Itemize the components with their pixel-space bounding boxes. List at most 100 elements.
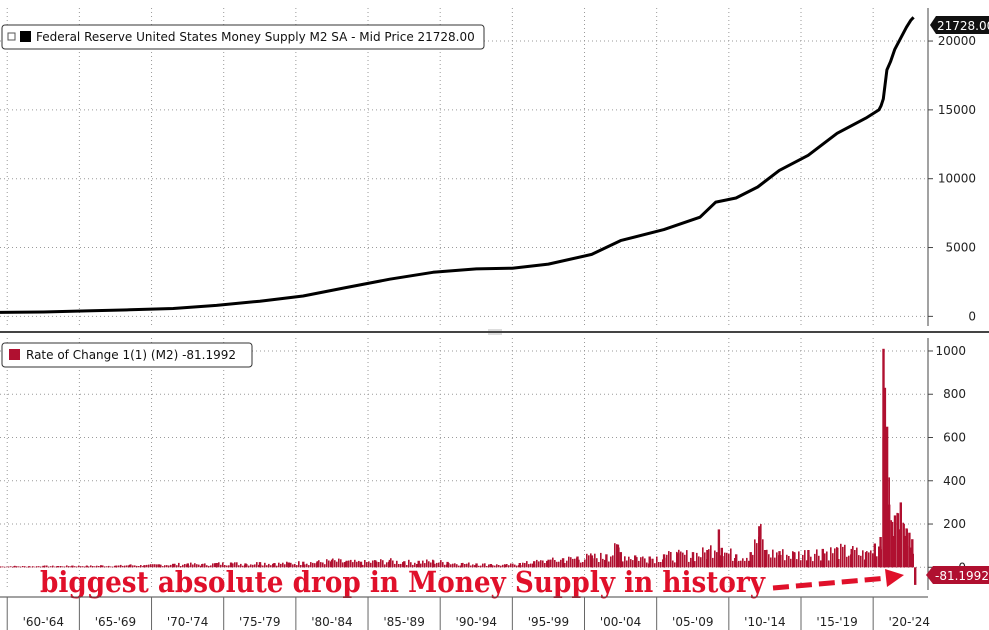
y-tick-label: 15000 xyxy=(938,103,976,117)
roc-bar xyxy=(0,566,2,568)
y-tick-label: 600 xyxy=(943,431,966,445)
roc-bar xyxy=(312,562,314,568)
roc-bar xyxy=(778,551,781,568)
top-value-tag-text: 21728.00 xyxy=(937,19,989,33)
roc-bar xyxy=(806,560,808,568)
roc-bar xyxy=(6,566,8,568)
roc-bar xyxy=(384,564,386,568)
roc-bar xyxy=(510,563,512,568)
roc-bar xyxy=(828,560,830,568)
roc-bar xyxy=(488,564,490,568)
roc-bar xyxy=(676,551,678,568)
roc-bar xyxy=(674,562,676,568)
roc-bar xyxy=(273,563,276,568)
roc-bar xyxy=(104,566,106,568)
roc-bar xyxy=(698,556,700,568)
roc-bar xyxy=(120,564,122,568)
roc-bar xyxy=(717,529,721,568)
roc-bar xyxy=(122,565,124,568)
roc-bar xyxy=(690,557,692,568)
roc-bar xyxy=(376,561,378,568)
roc-bar xyxy=(738,560,740,568)
roc-bar xyxy=(350,559,352,568)
roc-bar xyxy=(662,559,664,568)
roc-bar xyxy=(884,441,886,568)
x-axis-ticks: '60-'64 '65-'69 '70-'74 '75-'79 '80-'84 '85-'… xyxy=(6,597,930,630)
m2-series-line xyxy=(0,16,915,314)
roc-bar xyxy=(630,559,632,568)
roc-bar xyxy=(118,565,120,568)
roc-bar xyxy=(484,563,486,568)
roc-bar xyxy=(322,562,324,568)
roc-bar xyxy=(864,552,868,568)
roc-bar xyxy=(460,563,464,568)
roc-bar xyxy=(78,565,80,568)
top-last-value-tag: 21728.00 xyxy=(930,16,989,34)
roc-bar xyxy=(170,564,172,568)
roc-bar xyxy=(547,559,550,568)
roc-bar xyxy=(374,560,377,568)
roc-bar xyxy=(810,556,812,568)
roc-bar xyxy=(758,526,761,568)
roc-bar xyxy=(190,562,192,568)
x-tick-label: '85-'89 xyxy=(383,615,424,629)
roc-bar xyxy=(114,565,117,568)
roc-bar xyxy=(590,555,594,568)
roc-bar xyxy=(588,555,590,568)
roc-bar xyxy=(746,557,748,568)
roc-bar xyxy=(564,563,566,568)
roc-bar xyxy=(672,560,674,568)
roc-bar xyxy=(234,562,236,568)
roc-bar xyxy=(638,560,640,568)
roc-bar xyxy=(710,545,712,568)
roc-bar xyxy=(172,563,175,568)
roc-bar xyxy=(560,559,562,568)
roc-bar xyxy=(878,546,880,568)
roc-bar xyxy=(362,564,364,568)
roc-bar xyxy=(886,484,888,568)
roc-bar xyxy=(30,566,32,568)
roc-bar xyxy=(62,566,64,568)
roc-bar xyxy=(760,524,762,568)
annotation-text: biggest absolute drop in Money Supply in… xyxy=(40,565,766,599)
roc-bar xyxy=(34,566,36,568)
roc-bar xyxy=(32,566,34,568)
roc-bar xyxy=(654,563,656,568)
roc-bar xyxy=(542,560,544,568)
x-tick-label: '95-'99 xyxy=(528,615,569,629)
roc-bar xyxy=(712,557,714,568)
roc-bar xyxy=(242,565,244,568)
roc-bar xyxy=(88,566,90,568)
roc-bar xyxy=(772,549,774,568)
roc-bar xyxy=(132,565,134,568)
roc-bar xyxy=(570,557,572,568)
roc-bar xyxy=(54,566,56,568)
roc-bar xyxy=(478,565,480,568)
roc-bar xyxy=(140,565,142,568)
roc-bar xyxy=(406,565,408,568)
roc-bar xyxy=(680,551,682,568)
roc-bar xyxy=(890,521,894,568)
roc-bar xyxy=(546,560,548,568)
roc-bar xyxy=(402,562,404,568)
roc-bar xyxy=(572,558,574,568)
roc-bar xyxy=(76,566,78,568)
roc-bar xyxy=(320,562,322,568)
roc-bar xyxy=(848,555,850,568)
roc-bar xyxy=(60,566,62,568)
roc-bar xyxy=(420,563,422,568)
roc-bar xyxy=(726,552,728,568)
roc-bar xyxy=(396,560,398,568)
roc-bar xyxy=(394,563,396,568)
expand-icon[interactable] xyxy=(7,32,16,41)
roc-bar xyxy=(904,535,906,568)
roc-bar xyxy=(71,565,74,568)
roc-bar xyxy=(136,565,138,568)
roc-bar xyxy=(8,566,10,568)
bottom-last-value-tag: -81.1992 xyxy=(926,566,989,584)
x-tick-label: '10-'14 xyxy=(744,615,785,629)
roc-bar xyxy=(240,563,242,568)
roc-bar xyxy=(574,558,576,568)
roc-bar xyxy=(182,564,184,568)
roc-bar xyxy=(514,564,516,568)
